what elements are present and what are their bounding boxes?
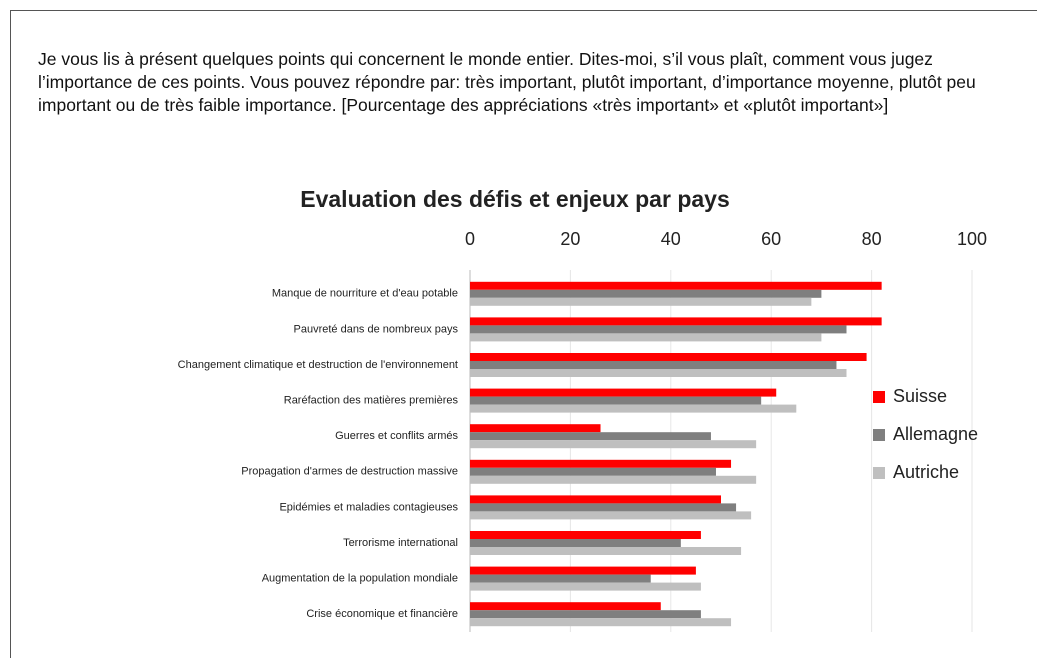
bar <box>470 353 867 361</box>
bar <box>470 618 732 627</box>
bar <box>470 582 701 591</box>
y-tick-label: Augmentation de la population mondiale <box>262 573 458 585</box>
y-tick-label: Manque de nourriture et d'eau potable <box>272 288 458 300</box>
y-tick-label: Changement climatique et destruction de … <box>178 359 458 371</box>
bar <box>470 432 711 441</box>
bar <box>470 467 716 476</box>
legend-swatch <box>873 391 885 403</box>
bar <box>470 289 822 298</box>
legend-label: Suisse <box>893 386 947 406</box>
bar <box>470 547 742 555</box>
y-tick-label: Propagation d'armes de destruction massi… <box>241 466 458 478</box>
legend-swatch <box>873 467 885 479</box>
bar <box>470 566 696 575</box>
bar <box>470 325 847 334</box>
x-tick-label: 100 <box>957 229 987 249</box>
y-tick-label: Terrorisme international <box>343 537 458 549</box>
bar <box>470 404 797 413</box>
bar <box>470 511 752 520</box>
bar <box>470 361 837 369</box>
y-tick-label: Epidémies et maladies contagieuses <box>279 501 458 513</box>
bar <box>470 281 882 290</box>
intro-text: Je vous lis à présent quelques points qu… <box>38 49 976 115</box>
chart-title: Evaluation des défis et enjeux par pays <box>300 186 730 212</box>
bar <box>470 297 812 306</box>
bar <box>470 574 651 583</box>
bar <box>470 475 757 484</box>
bar <box>470 369 847 377</box>
x-tick-label: 40 <box>661 229 681 249</box>
legend-label: Allemagne <box>893 424 978 444</box>
bar <box>470 440 757 449</box>
bar <box>470 495 721 504</box>
legend-label: Autriche <box>893 462 959 482</box>
y-tick-label: Raréfaction des matières premières <box>284 395 459 407</box>
bar <box>470 424 601 433</box>
bar <box>470 388 777 397</box>
x-tick-label: 20 <box>560 229 580 249</box>
bar <box>470 610 701 619</box>
x-tick-label: 80 <box>862 229 882 249</box>
bar <box>470 602 661 611</box>
bar <box>470 539 681 547</box>
bar <box>470 531 701 539</box>
bar <box>470 317 882 326</box>
bar <box>470 503 737 512</box>
y-tick-label: Pauvreté dans de nombreux pays <box>294 323 459 335</box>
x-tick-label: 60 <box>761 229 781 249</box>
y-tick-label: Guerres et conflits armés <box>335 430 458 442</box>
y-tick-label: Crise économique et financière <box>306 608 458 620</box>
bar <box>470 396 762 405</box>
frame <box>10 10 1037 658</box>
bar <box>470 459 732 468</box>
bar <box>470 333 822 342</box>
x-tick-label: 0 <box>465 229 475 249</box>
legend-swatch <box>873 429 885 441</box>
